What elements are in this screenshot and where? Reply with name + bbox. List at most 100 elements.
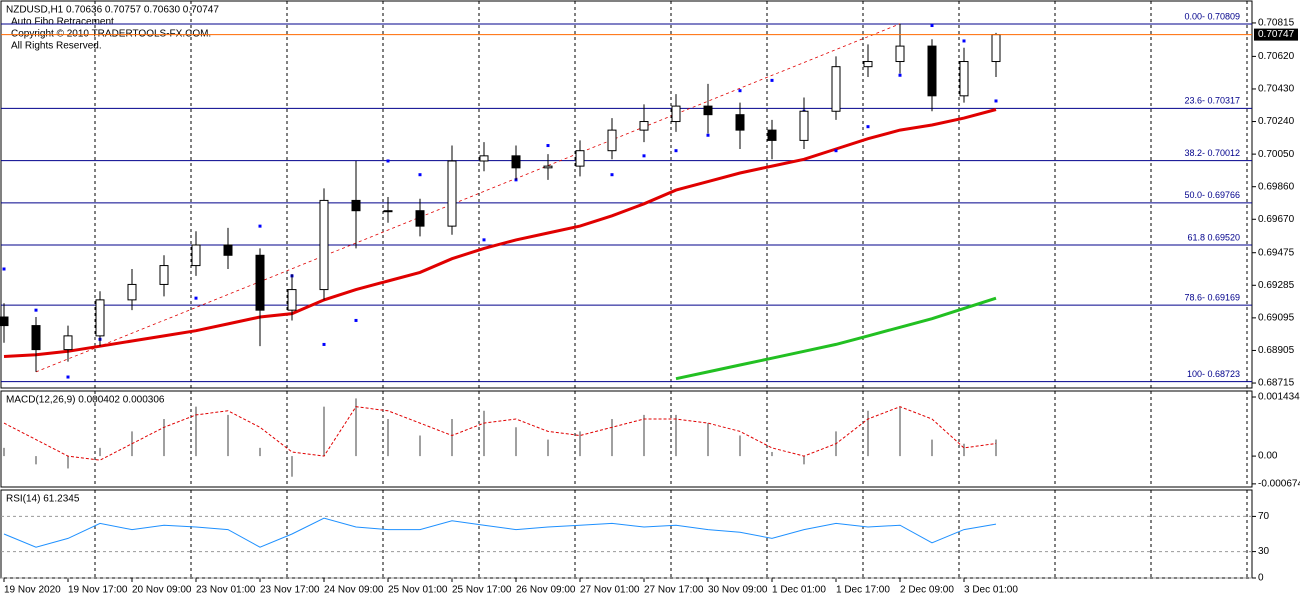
y-tick-label: 0.001434 (1258, 392, 1300, 403)
candle-body (831, 66, 841, 112)
x-tick-label: 30 Nov 09:00 (708, 585, 768, 596)
candle-body (351, 199, 361, 212)
macd-bar (163, 419, 165, 457)
x-tick-label: 23 Nov 17:00 (260, 585, 320, 596)
macd-bar (515, 427, 517, 457)
x-tick-label: 19 Nov 2020 (4, 585, 61, 596)
candle-body (959, 61, 969, 97)
psar-dot (674, 149, 678, 153)
psar-dot (418, 173, 422, 177)
annotation: Auto Fibo Retracement (11, 17, 114, 28)
panel-title: RSI(14) 61.2345 (6, 494, 80, 505)
x-tick-label: 23 Nov 01:00 (196, 585, 256, 596)
candle-body (63, 335, 73, 351)
psar-dot (994, 99, 998, 103)
fibo-label: 100- 0.68723 (1187, 369, 1240, 379)
fibo-label: 23.6- 0.70317 (1184, 96, 1240, 106)
x-tick-label: 2 Dec 09:00 (900, 585, 954, 596)
annotation: All Rights Reserved. (11, 41, 102, 52)
candle-body (735, 114, 745, 131)
psar-dot (834, 149, 838, 153)
macd-bar (387, 419, 389, 457)
psar-dot (610, 173, 614, 177)
psar-dot (386, 159, 390, 163)
psar-dot (706, 133, 710, 137)
candle-body (799, 110, 809, 141)
macd-bar (99, 447, 101, 457)
psar-dot (962, 39, 966, 43)
candle-body (255, 254, 265, 311)
x-tick-label: 24 Nov 09:00 (324, 585, 384, 596)
psar-dot (2, 267, 6, 271)
psar-dot (898, 73, 902, 77)
x-tick-label: 20 Nov 09:00 (132, 585, 192, 596)
macd-bar (355, 398, 357, 457)
x-tick-label: 1 Dec 01:00 (772, 585, 826, 596)
macd-bar (67, 456, 69, 469)
macd-bar (259, 447, 261, 457)
psar-dot (322, 342, 326, 346)
candle-body (0, 316, 9, 327)
candle-body (415, 210, 425, 227)
x-tick-label: 25 Nov 01:00 (388, 585, 448, 596)
candle-body (447, 160, 457, 227)
macd-bar (867, 410, 869, 457)
y-tick-label: 0.68715 (1258, 378, 1295, 389)
current-price-label: 0.70747 (1258, 29, 1295, 40)
y-tick-label: 0.69860 (1258, 181, 1295, 192)
macd-bar (803, 456, 805, 465)
x-tick-label: 27 Nov 17:00 (644, 585, 704, 596)
macd-bar (3, 447, 5, 457)
candle-body (639, 121, 649, 131)
macd-bar (195, 406, 197, 457)
candle-body (127, 283, 137, 301)
panel-title: MACD(12,26,9) 0.000402 0.000306 (6, 395, 165, 406)
macd-bar (643, 414, 645, 457)
macd-bar (547, 439, 549, 457)
macd-bar (35, 456, 37, 465)
moving-average (3, 108, 997, 358)
y-tick-label: 0 (1258, 573, 1264, 584)
fibo-label: 61.8 0.69520 (1187, 232, 1240, 242)
psar-dot (258, 224, 262, 228)
macd-bar (483, 410, 485, 457)
candle-body (479, 155, 489, 162)
macd-signal (3, 406, 997, 461)
panel-title: NZDUSD,H1 0.70636 0.70757 0.70630 0.7074… (6, 5, 219, 16)
x-tick-label: 26 Nov 09:00 (516, 585, 576, 596)
x-tick-label: 19 Nov 17:00 (68, 585, 128, 596)
y-tick-label: 0.00 (1258, 451, 1278, 462)
psar-dot (866, 125, 870, 129)
psar-dot (738, 89, 742, 93)
fibo-trend (35, 23, 901, 373)
x-tick-label: 25 Nov 17:00 (452, 585, 512, 596)
candle-body (383, 210, 393, 213)
y-tick-label: 0.68905 (1258, 345, 1295, 356)
x-tick-label: 1 Dec 17:00 (836, 585, 890, 596)
y-tick-label: 0.69285 (1258, 280, 1295, 291)
psar-dot (354, 318, 358, 322)
candle-body (543, 165, 553, 169)
y-tick-label: 0.69095 (1258, 313, 1295, 324)
candle-body (927, 45, 937, 97)
fibo-label: 78.6- 0.69169 (1184, 293, 1240, 303)
macd-bar (995, 439, 997, 457)
x-tick-label: 27 Nov 01:00 (580, 585, 640, 596)
candle-body (319, 199, 329, 291)
psar-dot (66, 375, 70, 379)
macd-bar (675, 414, 677, 457)
macd-bar (451, 419, 453, 457)
y-tick-label: 0.70620 (1258, 51, 1295, 62)
candle-body (607, 129, 617, 152)
y-tick-label: -0.000674 (1258, 479, 1300, 490)
candle-body (767, 129, 777, 141)
y-tick-label: 70 (1258, 511, 1270, 522)
macd-bar (579, 431, 581, 457)
fibo-label: 0.00- 0.70809 (1184, 11, 1240, 21)
macd-bar (419, 435, 421, 457)
macd-bar (771, 451, 773, 457)
macd-bar (899, 406, 901, 457)
candle-body (31, 325, 41, 351)
x-tick-label: 3 Dec 01:00 (964, 585, 1018, 596)
